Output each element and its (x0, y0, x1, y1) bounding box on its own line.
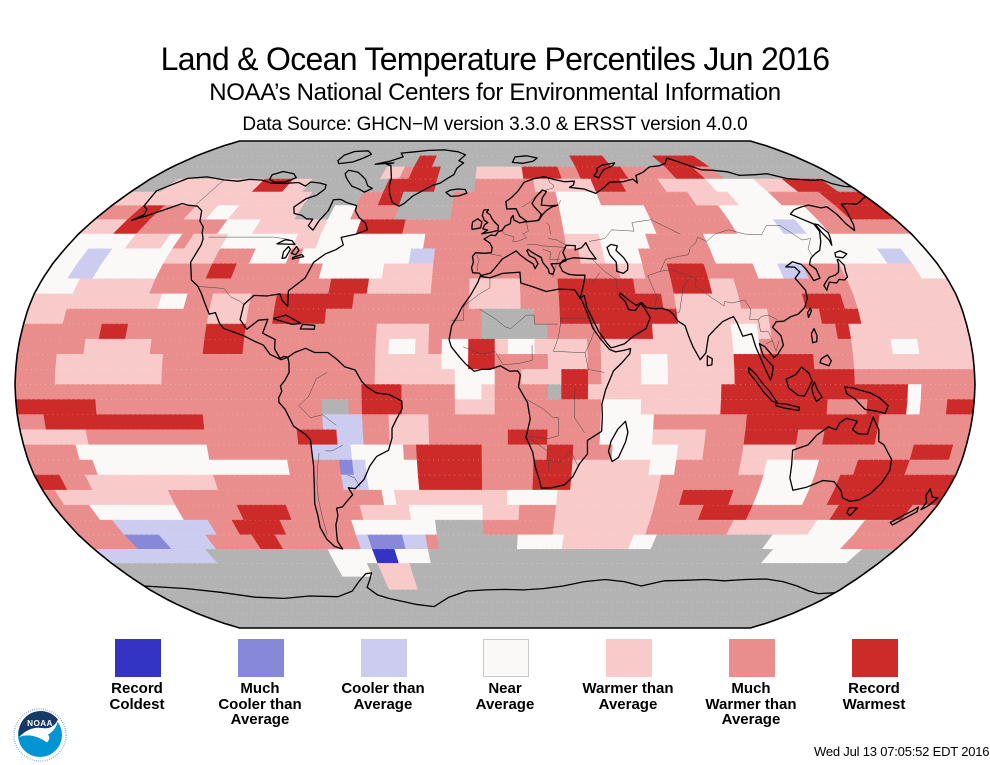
svg-text:NOAA: NOAA (27, 719, 53, 728)
